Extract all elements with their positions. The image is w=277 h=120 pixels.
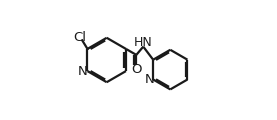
Text: HN: HN: [133, 36, 152, 49]
Text: Cl: Cl: [73, 31, 86, 44]
Text: O: O: [131, 63, 142, 76]
Text: N: N: [144, 73, 154, 86]
Text: N: N: [78, 65, 88, 78]
